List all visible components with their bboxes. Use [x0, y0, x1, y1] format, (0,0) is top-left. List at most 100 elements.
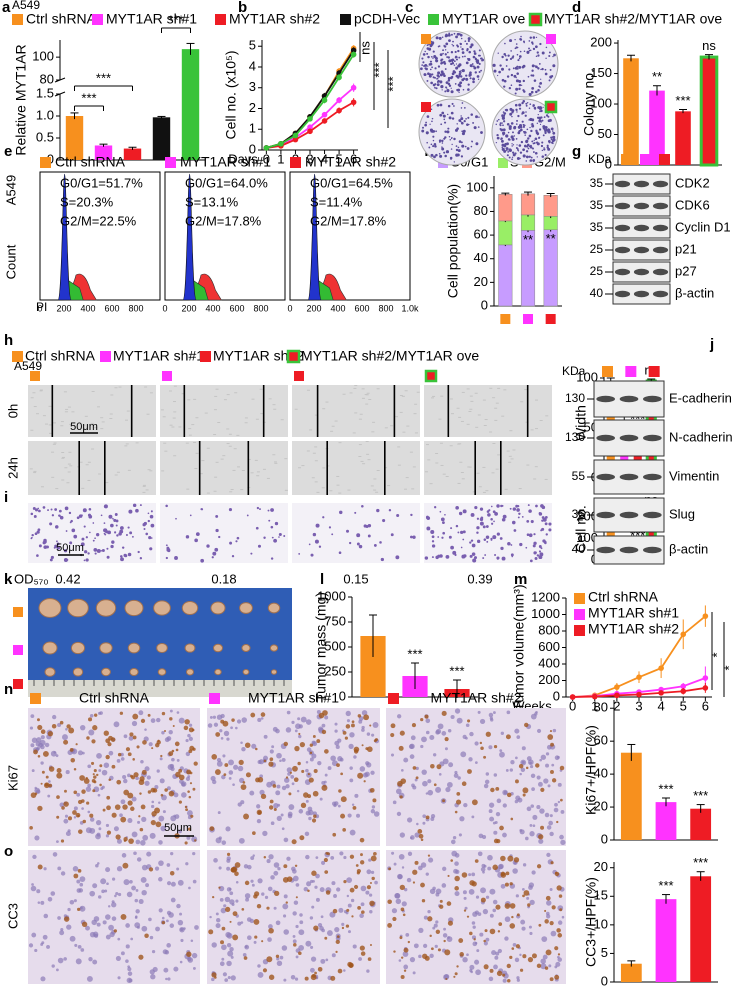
stain	[230, 921, 232, 923]
nucleus	[466, 953, 469, 956]
colony	[509, 157, 511, 159]
colony	[451, 51, 453, 53]
point	[336, 108, 342, 114]
cell	[518, 516, 520, 518]
nucleus	[427, 779, 431, 783]
stain	[387, 923, 392, 928]
cell	[545, 522, 548, 525]
colony	[540, 124, 541, 125]
stain	[360, 860, 364, 864]
nucleus	[46, 945, 50, 949]
cell	[151, 510, 153, 512]
nucleus	[545, 813, 550, 818]
nucleus	[229, 891, 233, 895]
cell	[366, 525, 369, 528]
nucleus	[310, 968, 315, 973]
colony	[547, 116, 549, 118]
nucleus	[352, 804, 354, 806]
nucleus	[475, 761, 478, 764]
stain	[245, 881, 250, 886]
cell	[196, 532, 200, 536]
texture	[274, 463, 277, 464]
stain	[33, 750, 38, 755]
point	[680, 688, 686, 694]
stain	[312, 818, 316, 822]
nucleus	[396, 899, 401, 904]
stain	[186, 952, 191, 957]
nucleus	[74, 899, 77, 902]
nucleus	[550, 814, 553, 817]
cell	[218, 536, 220, 538]
color-key	[574, 593, 585, 604]
stain	[318, 967, 323, 972]
stain	[346, 724, 351, 729]
stain	[371, 856, 377, 862]
texture	[221, 459, 224, 460]
colony	[440, 85, 443, 88]
cell	[144, 522, 147, 525]
stain	[370, 882, 372, 884]
nucleus	[132, 832, 138, 838]
nucleus	[285, 784, 289, 788]
colony	[512, 151, 514, 153]
colony	[512, 131, 514, 133]
nucleus	[333, 894, 337, 898]
bar	[675, 111, 691, 165]
colony	[456, 127, 459, 130]
texture	[163, 443, 166, 444]
texture	[85, 416, 88, 417]
colony	[475, 71, 477, 73]
nucleus	[162, 917, 165, 920]
nucleus	[213, 716, 216, 719]
stain	[175, 742, 180, 747]
cell	[247, 515, 249, 517]
texture	[100, 428, 103, 429]
color-key	[625, 366, 636, 377]
colony	[451, 76, 453, 78]
colony	[467, 88, 470, 91]
nucleus	[227, 943, 231, 947]
texture	[511, 458, 514, 459]
colony	[521, 141, 523, 143]
y-tick-label: 1.0	[36, 107, 54, 122]
colony	[532, 64, 535, 67]
colony	[537, 89, 540, 92]
band	[653, 203, 668, 209]
texture	[110, 394, 113, 395]
texture	[92, 391, 95, 392]
cell	[511, 556, 513, 558]
stain	[48, 731, 53, 736]
texture	[229, 446, 232, 447]
texture	[400, 395, 403, 396]
nucleus	[320, 959, 325, 964]
stain	[426, 815, 430, 819]
nucleus	[34, 949, 37, 952]
stain	[261, 794, 266, 799]
colony	[454, 64, 455, 65]
texture	[214, 477, 217, 478]
nucleus	[121, 799, 126, 804]
nucleus	[146, 852, 151, 857]
colony	[523, 131, 524, 132]
texture	[256, 419, 259, 420]
nucleus	[361, 886, 367, 892]
cell	[33, 507, 36, 510]
nucleus	[478, 851, 483, 856]
y-tick-label: 200	[590, 34, 612, 49]
texture	[173, 455, 176, 456]
nucleus	[334, 729, 337, 732]
nucleus	[529, 932, 532, 935]
nucleus	[321, 861, 325, 865]
colony	[437, 83, 440, 86]
nucleus	[106, 935, 111, 940]
colony	[516, 123, 518, 125]
texture	[114, 387, 117, 388]
stain	[343, 731, 347, 735]
stain	[314, 769, 318, 773]
cell	[426, 527, 430, 531]
cell	[476, 526, 479, 529]
nucleus	[533, 824, 536, 827]
texture	[144, 387, 147, 388]
stain	[314, 972, 317, 975]
nucleus	[538, 782, 543, 787]
